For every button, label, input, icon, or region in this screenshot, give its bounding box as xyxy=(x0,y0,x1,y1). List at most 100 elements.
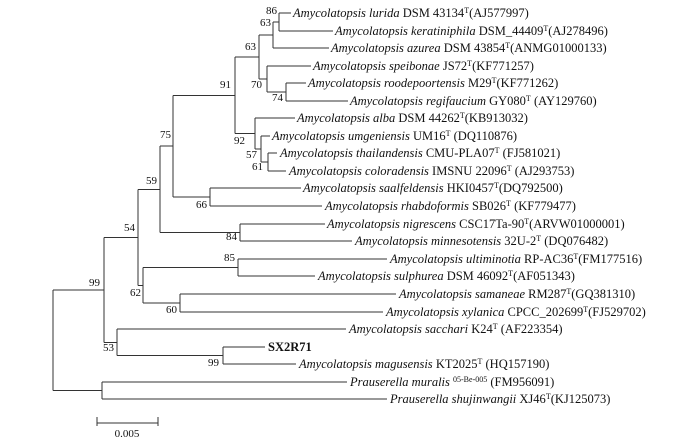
taxon-text-segment: (AF223354) xyxy=(498,322,563,336)
taxon-text-segment: (DQ792500) xyxy=(499,181,563,195)
taxon-superscript: T xyxy=(460,111,465,120)
bootstrap-value: 75 xyxy=(160,129,172,141)
taxon-text-segment: (AY129760) xyxy=(531,94,597,108)
bootstrap-value: 60 xyxy=(166,304,178,316)
taxon-label-roodepoortensis: Amycolatopsis roodepoortensis M29T(KF771… xyxy=(307,76,558,90)
taxon-superscript: T xyxy=(493,322,498,331)
taxon-text-segment: (KF771262) xyxy=(496,76,558,90)
taxon-text-segment: CMU-PLA07 xyxy=(426,146,495,160)
taxon-text-segment: (KF779477) xyxy=(511,199,576,213)
taxon-text-segment: Amycolatopsis saalfeldensis xyxy=(302,181,447,195)
bootstrap-value: 63 xyxy=(245,41,257,53)
bootstrap-value: 61 xyxy=(252,161,263,173)
bootstrap-value: 91 xyxy=(220,79,231,91)
scale-bar: 0.005 xyxy=(96,417,159,440)
taxon-text-segment: (FJ581021) xyxy=(499,146,560,160)
taxon-label-lurida: Amycolatopsis lurida DSM 43134T(AJ577997… xyxy=(292,6,529,20)
taxon-text-segment: SX2R71 xyxy=(268,340,312,354)
taxon-text-segment: CPCC_202699 xyxy=(508,305,584,319)
taxon-text-segment: Amycolatopsis regifaucium xyxy=(349,94,489,108)
taxon-text-segment: (KB913032) xyxy=(465,111,528,125)
bootstrap-value: 54 xyxy=(124,222,136,234)
bootstrap-value: 62 xyxy=(130,287,141,299)
taxon-text-segment: Amycolatopsis xylanica xyxy=(385,305,508,319)
taxon-label-samaneae: Amycolatopsis samaneae RM287T(GQ381310) xyxy=(398,287,635,301)
taxon-text-segment: (FM956091) xyxy=(487,375,554,389)
taxon-text-segment: K24 xyxy=(471,322,493,336)
taxon-label-umgeniensis: Amycolatopsis umgeniensis UM16T (DQ11087… xyxy=(271,129,517,143)
taxon-superscript: T xyxy=(536,234,541,243)
taxon-text-segment: (KJ125073) xyxy=(551,392,611,406)
taxon-label-SX2R71: SX2R71 xyxy=(268,340,312,354)
taxon-text-segment: GY080 xyxy=(489,94,526,108)
taxon-superscript: T xyxy=(573,252,578,261)
taxon-text-segment: M29 xyxy=(468,76,492,90)
taxon-superscript: T xyxy=(505,41,510,50)
taxon-text-segment: 32U-2 xyxy=(504,234,536,248)
bootstrap-value: 53 xyxy=(103,342,115,354)
taxon-text-segment: JS72 xyxy=(443,59,467,73)
taxon-text-segment: Amycolatopsis coloradensis xyxy=(288,164,432,178)
bootstrap-value: 74 xyxy=(272,92,284,104)
taxon-text-segment: Amycolatopsis umgeniensis xyxy=(271,129,413,143)
bootstrap-value: 84 xyxy=(226,231,238,243)
taxon-superscript: T xyxy=(446,129,451,138)
bootstrap-value: 59 xyxy=(146,175,158,187)
taxon-text-segment: DSM 43134 xyxy=(403,6,465,20)
taxon-text-segment: Prauserella muralis xyxy=(349,375,453,389)
taxon-text-segment: Amycolatopsis sulphurea xyxy=(317,269,447,283)
taxon-label-keratiniphila: Amycolatopsis keratiniphila DSM_44409T(A… xyxy=(334,24,608,38)
taxon-text-segment: Amycolatopsis sacchari xyxy=(348,322,471,336)
taxon-superscript: T xyxy=(508,269,513,278)
bootstrap-value: 85 xyxy=(224,252,236,264)
taxon-label-xylanica: Amycolatopsis xylanica CPCC_202699T(FJ52… xyxy=(385,305,646,319)
taxon-superscript: T xyxy=(546,392,551,401)
taxon-superscript: T xyxy=(467,59,472,68)
taxon-superscript: T xyxy=(583,305,588,314)
taxon-text-segment: Amycolatopsis magusensis xyxy=(298,357,436,371)
taxon-text-segment: RP-AC36 xyxy=(524,252,573,266)
taxon-text-segment: Amycolatopsis keratiniphila xyxy=(334,24,479,38)
taxon-text-segment: (AJ278496) xyxy=(548,24,608,38)
taxon-label-sacchari: Amycolatopsis sacchari K24T (AF223354) xyxy=(348,322,563,336)
taxon-label-shujinwangii: Prauserella shujinwangii XJ46T(KJ125073) xyxy=(389,392,610,406)
taxon-text-segment: DSM 46092 xyxy=(447,269,508,283)
taxon-text-segment: (FM177516) xyxy=(578,252,642,266)
taxon-text-segment: (GQ381310) xyxy=(571,287,635,301)
taxon-text-segment: Amycolatopsis alba xyxy=(296,111,398,125)
taxon-text-segment: SB026 xyxy=(472,199,506,213)
taxon-label-alba: Amycolatopsis alba DSM 44262T(KB913032) xyxy=(296,111,528,125)
taxon-text-segment: DSM 43854 xyxy=(444,41,506,55)
taxon-superscript: T xyxy=(524,217,529,226)
taxon-text-segment: XJ46 xyxy=(519,392,545,406)
taxon-label-thailandensis: Amycolatopsis thailandensis CMU-PLA07T (… xyxy=(279,146,560,160)
taxon-text-segment: Amycolatopsis thailandensis xyxy=(279,146,426,160)
taxon-text-segment: Amycolatopsis rhabdoformis xyxy=(324,199,472,213)
taxon-superscript: T xyxy=(492,76,497,85)
taxon-superscript: T xyxy=(495,146,500,155)
taxon-text-segment: IMSNU 22096 xyxy=(432,164,507,178)
taxon-label-nigrescens: Amycolatopsis nigrescens CSC17Ta-90T(ARV… xyxy=(326,217,625,231)
taxon-label-ultiminotia: Amycolatopsis ultiminotia RP-AC36T(FM177… xyxy=(389,252,642,266)
taxon-text-segment: (KF771257) xyxy=(472,59,534,73)
bootstrap-value: 63 xyxy=(260,17,272,29)
taxon-text-segment: Amycolatopsis samaneae xyxy=(398,287,528,301)
taxon-label-magusensis: Amycolatopsis magusensis KT2025T (HQ1571… xyxy=(298,357,549,371)
taxon-label-coloradensis: Amycolatopsis coloradensis IMSNU 22096T … xyxy=(288,164,574,178)
taxon-text-segment: (DQ076482) xyxy=(541,234,608,248)
taxon-text-segment: (AJ293753) xyxy=(512,164,575,178)
taxon-text-segment: Amycolatopsis minnesotensis xyxy=(354,234,504,248)
taxon-superscript: T xyxy=(526,94,531,103)
taxon-text-segment: Amycolatopsis azurea xyxy=(330,41,444,55)
taxon-text-segment: (FJ529702) xyxy=(588,305,646,319)
taxon-superscript: 05-Be-005 xyxy=(453,375,487,384)
taxon-text-segment: (HQ157190) xyxy=(482,357,549,371)
taxon-text-segment: (AF051343) xyxy=(513,269,575,283)
taxon-text-segment: UM16 xyxy=(413,129,446,143)
taxon-text-segment: (AJ577997) xyxy=(469,6,529,20)
taxon-label-sulphurea: Amycolatopsis sulphurea DSM 46092T(AF051… xyxy=(317,269,575,283)
bootstrap-value: 57 xyxy=(246,149,258,161)
taxon-label-regifaucium: Amycolatopsis regifaucium GY080T (AY1297… xyxy=(349,94,597,108)
